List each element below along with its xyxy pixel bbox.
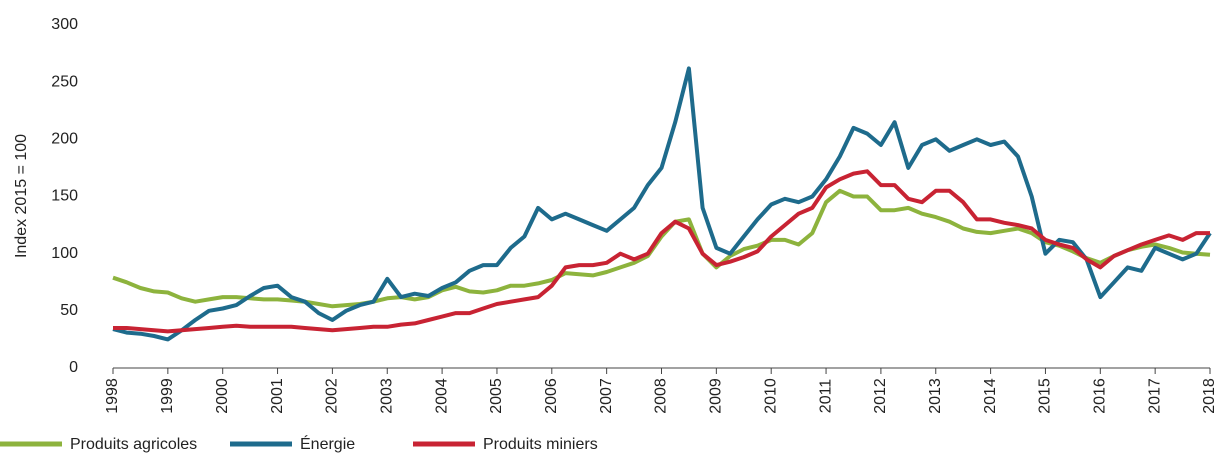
x-tick-label: 2018 (1201, 378, 1218, 414)
y-tick-label: 50 (60, 302, 78, 319)
y-tick-label: 250 (51, 73, 78, 90)
y-tick-label: 100 (51, 245, 78, 262)
x-tick-label: 2009 (708, 378, 725, 414)
legend-label: Produits agricoles (70, 436, 197, 453)
y-tick-label: 200 (51, 131, 78, 148)
y-axis-label: Index 2015 = 100 (13, 134, 30, 258)
x-tick-label: 2001 (269, 378, 286, 414)
x-tick-label: 1998 (104, 378, 121, 414)
x-tick-label: 2008 (653, 378, 670, 414)
x-tick-label: 2005 (488, 378, 505, 414)
x-tick-label: 2016 (1092, 378, 1109, 414)
x-tick-label: 2011 (817, 379, 834, 414)
series-line (112, 66, 1212, 342)
x-tick-label: 2010 (762, 378, 779, 414)
y-tick-label: 150 (51, 188, 78, 205)
x-tick-label: 2012 (872, 378, 889, 414)
x-tick-label: 2004 (433, 378, 450, 414)
x-tick-label: 2002 (324, 378, 341, 414)
y-tick-label: 0 (69, 359, 78, 376)
legend-label: Énergie (300, 434, 355, 453)
legend-label: Produits miniers (483, 436, 598, 453)
x-tick-label: 1999 (159, 378, 176, 414)
x-tick-label: 2014 (982, 378, 999, 414)
series-line (113, 169, 1210, 334)
y-tick-label: 300 (51, 16, 78, 33)
x-tick-label: 2013 (927, 378, 944, 414)
x-tick-label: 2006 (543, 378, 560, 414)
x-tick-label: 2003 (378, 378, 395, 414)
x-tick-label: 2007 (598, 378, 615, 414)
x-tick-label: 2000 (214, 378, 231, 414)
x-tick-label: 2017 (1146, 378, 1163, 414)
x-tick-label: 2015 (1037, 378, 1054, 414)
